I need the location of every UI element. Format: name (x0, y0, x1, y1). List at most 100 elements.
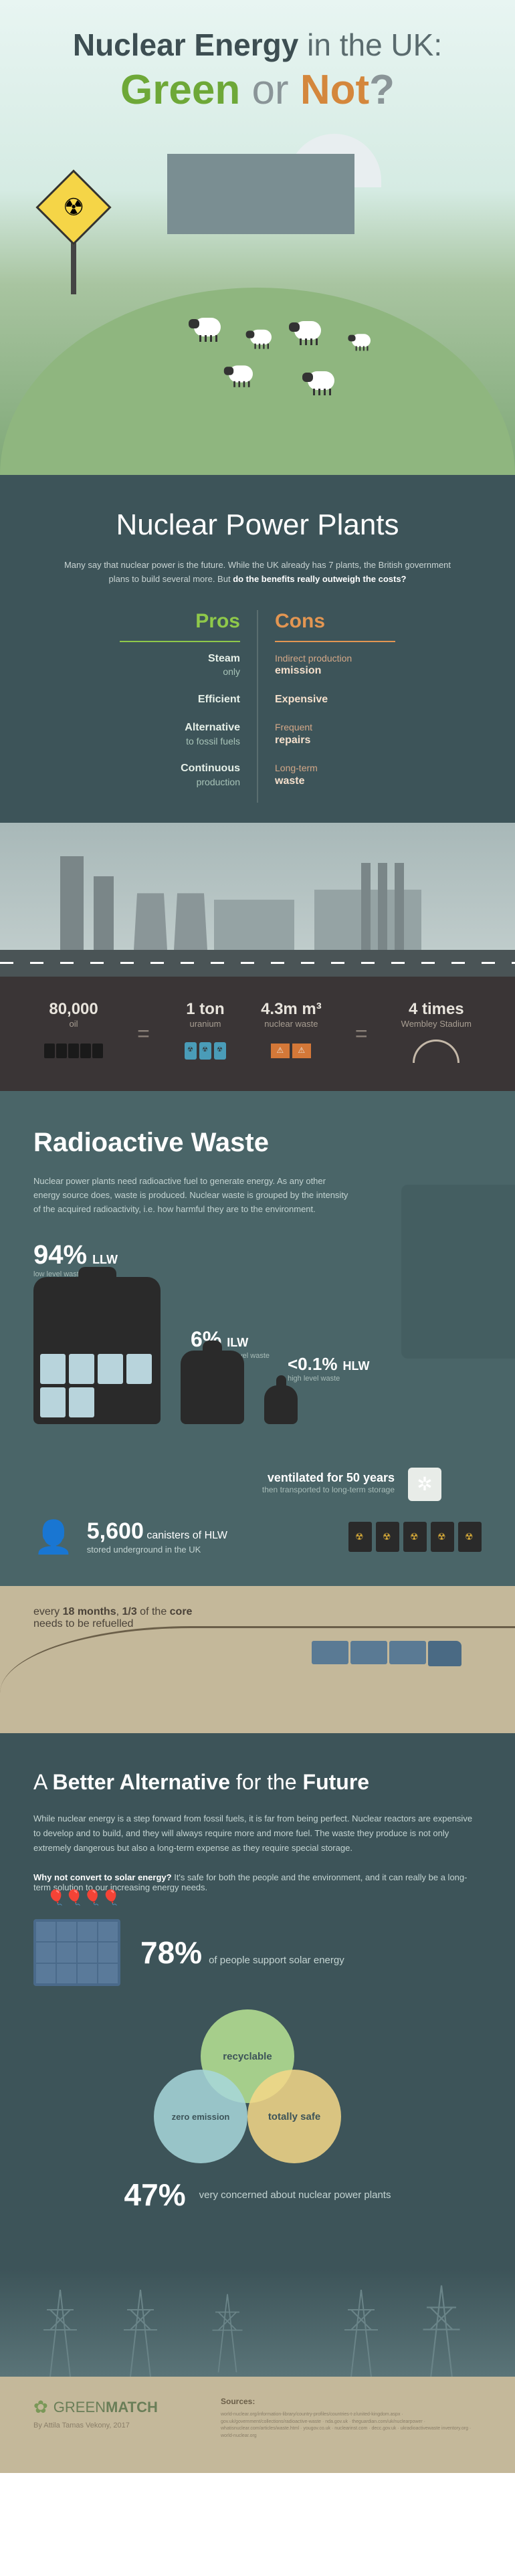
sheep-icon (194, 318, 221, 336)
greenmatch-logo: ✿ GREENMATCH (33, 2397, 194, 2417)
alt-title: A Better Alternative for the Future (33, 1770, 482, 1795)
title-question-mark: ? (369, 67, 395, 113)
eq-stadium: 4 times Wembley Stadium (401, 1000, 472, 1068)
waste-bag-large-icon (33, 1277, 161, 1424)
canisters-info: 👤 5,600 canisters of HLW stored undergro… (33, 1518, 482, 1556)
hero-title-line2: Green or Not? (0, 66, 515, 114)
oil-barrels-icon (43, 1034, 104, 1068)
waste-box-icon (261, 1034, 322, 1068)
pylon-icon (341, 2290, 381, 2377)
pylon-icon (40, 2290, 80, 2377)
better-alternative-section: A Better Alternative for the Future Whil… (0, 1733, 515, 2270)
hlw-label: <0.1%HLW high level waste (288, 1354, 369, 1383)
title-nuclear-energy: Nuclear Energy (73, 27, 298, 62)
venn-totally-safe: totally safe (247, 2070, 341, 2163)
eq-uranium: 1 ton uranium (183, 1000, 227, 1068)
stadium-icon (401, 1034, 472, 1068)
footer-section: ✿ GREENMATCH By Attila Tamas Vekony, 201… (0, 2377, 515, 2473)
smokestack-icon (378, 863, 387, 950)
canister-icon (348, 1522, 372, 1552)
road-illustration (0, 950, 515, 977)
equals-icon: = (355, 1021, 368, 1046)
concern-pct: 47% (124, 2177, 186, 2213)
train-icon (312, 1641, 461, 1666)
venn-diagram: recyclable zero emission totally safe (33, 2009, 482, 2143)
con-item: Long-termwaste (275, 762, 395, 788)
title-in-uk: in the UK: (298, 27, 442, 62)
logo-area: ✿ GREENMATCH By Attila Tamas Vekony, 201… (33, 2397, 194, 2440)
pros-cons-table: Pros Steamonly Efficient Alternativeto f… (0, 610, 515, 803)
radioactive-waste-section: Radioactive Waste Nuclear power plants n… (0, 1091, 515, 1585)
pylon-icon (209, 2294, 245, 2373)
sheep-icon (229, 365, 253, 382)
alt-intro: While nuclear energy is a step forward f… (33, 1811, 482, 1856)
cooling-tower-icon (134, 893, 167, 950)
equals-icon: = (137, 1021, 150, 1046)
uranium-icon (183, 1034, 227, 1068)
hill-illustration (0, 288, 515, 475)
canister-icon (403, 1522, 427, 1552)
nuclear-warning-sign: ☢ (47, 181, 100, 294)
sheep-icon (308, 371, 334, 390)
clover-icon: ✿ (33, 2397, 48, 2417)
waste-bag-small-icon (264, 1385, 298, 1424)
pro-item: Alternativeto fossil fuels (120, 721, 240, 747)
hero-section: Nuclear Energy in the UK: Green or Not? … (0, 0, 515, 475)
eq-waste: 4.3m m³ nuclear waste (261, 1000, 322, 1068)
rw-intro: Nuclear power plants need radioactive fu… (33, 1175, 354, 1216)
waste-levels-viz: 94%LLW low level waste 6%ILW intermediat… (33, 1277, 482, 1451)
npp-intro: Many say that nuclear power is the futur… (0, 559, 515, 587)
pros-header: Pros (120, 610, 240, 642)
cooling-tower-icon (174, 893, 207, 950)
factory-icon (214, 900, 294, 950)
eq-oil: 80,000 oil (43, 1000, 104, 1068)
npp-intro-bold: do the benefits really outweigh the cost… (233, 574, 406, 584)
canister-icons (348, 1522, 482, 1552)
title-or: or (240, 67, 300, 113)
refuel-section: every 18 months, 1/3 of the core needs t… (0, 1586, 515, 1733)
smokestack-icon (60, 856, 84, 950)
con-item: Expensive (275, 693, 395, 707)
cons-header: Cons (275, 610, 395, 642)
smokestack-icon (361, 863, 371, 950)
pros-column: Pros Steamonly Efficient Alternativeto f… (120, 610, 240, 803)
venn-zero-emission: zero emission (154, 2070, 247, 2163)
pros-cons-divider (257, 610, 258, 803)
smokestack-icon (94, 876, 114, 950)
sources-list: world-nuclear.org/information-library/co… (221, 2411, 482, 2440)
hero-title-line1: Nuclear Energy in the UK: (0, 27, 515, 63)
sheep-icon (250, 330, 272, 344)
canister-icon (458, 1522, 482, 1552)
hero-title: Nuclear Energy in the UK: Green or Not? (0, 0, 515, 114)
industrial-illustration (0, 823, 515, 977)
con-item: Indirect productionemission (275, 652, 395, 678)
ventilated-info: ventilated for 50 years then transported… (33, 1471, 482, 1494)
solar-stat-row: 🎈🎈🎈🎈 78%of people support solar energy (33, 1919, 482, 1986)
pro-item: Steamonly (120, 652, 240, 678)
sources-area: Sources: world-nuclear.org/information-l… (221, 2397, 482, 2440)
canister-icon (431, 1522, 454, 1552)
solar-stat-text: 78%of people support solar energy (140, 1935, 344, 1971)
fan-icon: ✲ (408, 1468, 441, 1501)
npp-title: Nuclear Power Plants (0, 508, 515, 542)
con-item: Frequentrepairs (275, 721, 395, 747)
pylon-icon (419, 2286, 463, 2377)
pylon-icon (120, 2290, 161, 2377)
nuclear-power-plants-section: Nuclear Power Plants Many say that nucle… (0, 475, 515, 1091)
title-green: Green (120, 67, 240, 113)
balloons-icon: 🎈🎈🎈🎈 (47, 1889, 120, 1906)
title-not: Not (300, 67, 369, 113)
equation-row: 80,000 oil = 1 ton uranium 4.3m m³ nucle… (0, 977, 515, 1091)
hazmat-worker-icon: 👤 (33, 1518, 74, 1556)
sources-title: Sources: (221, 2397, 482, 2406)
sheep-icon (294, 321, 321, 340)
solar-panel-icon (33, 1919, 120, 1986)
canisters-text: 5,600 canisters of HLW stored undergroun… (87, 1518, 227, 1555)
pro-item: Efficient (120, 693, 240, 707)
powerlines-illustration (0, 2270, 515, 2377)
nuclear-plant-illustration (167, 154, 354, 234)
pro-item: Continuousproduction (120, 762, 240, 788)
canister-icon (376, 1522, 399, 1552)
sheep-icon (352, 334, 371, 347)
concern-desc: very concerned about nuclear power plant… (199, 2189, 391, 2201)
